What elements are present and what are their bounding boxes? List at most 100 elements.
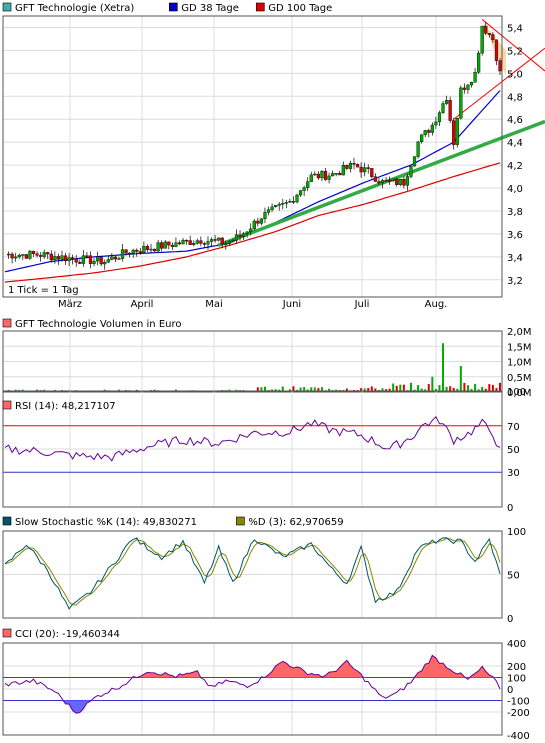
volume-bar — [427, 384, 430, 392]
rsi-tick-label: 30 — [507, 468, 520, 479]
legend-label: GFT Technologie (Xetra) — [15, 3, 134, 14]
candle-body — [359, 166, 363, 173]
volume-tick-label: 2,0M — [507, 327, 532, 338]
candle-body — [370, 168, 374, 177]
volume-bar — [463, 382, 466, 392]
price-tick-label: 4,4 — [507, 138, 523, 149]
volume-bar — [381, 388, 384, 392]
cci-tick-label: -200 — [507, 708, 530, 719]
rsi-frame — [2, 390, 503, 508]
trendlines — [217, 19, 545, 248]
volume-bar — [345, 388, 348, 392]
candle-body — [473, 72, 477, 83]
candle-body — [234, 234, 239, 241]
volume-bars — [7, 343, 501, 392]
volume-grid — [3, 330, 502, 393]
candle-body — [302, 187, 306, 191]
candle-body — [274, 205, 278, 208]
volume-bar — [281, 386, 284, 392]
volume-bar — [495, 388, 498, 392]
stochastic-tick-label: 50 — [507, 571, 520, 582]
cci-legend: CCI (20): -19,460344 — [2, 628, 120, 640]
rsi-tick-label: 0 — [507, 503, 513, 514]
cci-tick-label: 100 — [507, 674, 526, 685]
candle-body — [352, 163, 356, 165]
candle-body — [323, 171, 328, 180]
candle-body — [277, 203, 281, 206]
candle-body — [380, 180, 385, 184]
support-line-short — [453, 47, 545, 120]
price-tick-label: 3,6 — [507, 230, 523, 241]
candle-body — [348, 163, 353, 169]
candle-body — [355, 164, 360, 168]
volume-bar — [370, 386, 373, 392]
candle-body — [28, 250, 32, 259]
cci-negative-fill — [5, 700, 500, 714]
candle-body — [63, 255, 68, 262]
candle-body — [181, 239, 185, 245]
volume-bar — [491, 384, 494, 392]
candle-body — [202, 243, 207, 245]
legend-swatch — [255, 2, 265, 12]
volume-bar — [363, 388, 366, 392]
candle-body — [21, 254, 25, 256]
volume-bar — [320, 387, 323, 392]
stochastic-panel: 0 50 100 Slow Stochastic %K (14): 49,83027… — [2, 516, 526, 625]
gd38-line — [4, 90, 501, 273]
volume-bar — [328, 388, 331, 392]
candle-body — [345, 164, 349, 169]
volume-frame — [2, 330, 503, 393]
candle-body — [409, 165, 413, 177]
month-label: März — [58, 299, 82, 310]
month-label: Juni — [282, 299, 301, 310]
legend-swatch — [2, 516, 12, 526]
volume-bar — [459, 366, 462, 392]
candle-body — [327, 175, 331, 180]
candle-body — [195, 240, 199, 244]
cci-line — [4, 654, 501, 714]
candle-body — [227, 241, 231, 244]
cci-frame — [2, 642, 503, 736]
candle-body — [53, 256, 57, 261]
rsi-line-group — [4, 415, 501, 462]
candle-body — [462, 87, 466, 90]
legend-label: GD 38 Tage — [181, 3, 239, 14]
price-tick-label: 5,2 — [507, 46, 523, 57]
legend-swatch — [2, 400, 12, 410]
candle-body — [35, 253, 39, 256]
support-trendline — [217, 119, 545, 248]
candle-body — [24, 254, 28, 259]
price-candles — [6, 21, 502, 270]
legend-swatch — [2, 318, 12, 328]
candle-body — [117, 258, 121, 260]
candle-body — [31, 250, 36, 254]
price-tick-label: 3,8 — [507, 207, 523, 218]
resistance-line — [481, 19, 545, 72]
candle-body — [128, 252, 132, 255]
cci-area — [4, 654, 501, 714]
candle-body — [477, 52, 481, 73]
price-tick-label: 3,4 — [507, 253, 523, 264]
candle-body — [437, 112, 442, 123]
cci-grid — [3, 642, 502, 736]
candle-body — [152, 248, 157, 252]
volume-panel: 0,0M 0,5M 1,0M 1,5M 2,0M GFT Technologie Vol… — [2, 318, 532, 399]
candle-body — [88, 255, 93, 264]
candle-body — [160, 242, 164, 249]
stochastic-tick-label: 0 — [507, 614, 513, 625]
triangle-pattern — [482, 21, 506, 76]
candle-body — [270, 206, 274, 210]
candle-body — [402, 179, 406, 186]
candle-body — [334, 173, 338, 175]
volume-bar — [445, 386, 448, 392]
candle-body — [188, 240, 192, 245]
candle-body — [338, 173, 342, 176]
candle-body — [81, 255, 85, 264]
volume-bar — [442, 343, 445, 392]
volume-bar — [303, 387, 306, 392]
legend-label: GFT Technologie Volumen in Euro — [15, 319, 182, 330]
legend-swatch — [2, 2, 12, 12]
candle-body — [320, 171, 324, 179]
volume-bar — [256, 387, 259, 392]
